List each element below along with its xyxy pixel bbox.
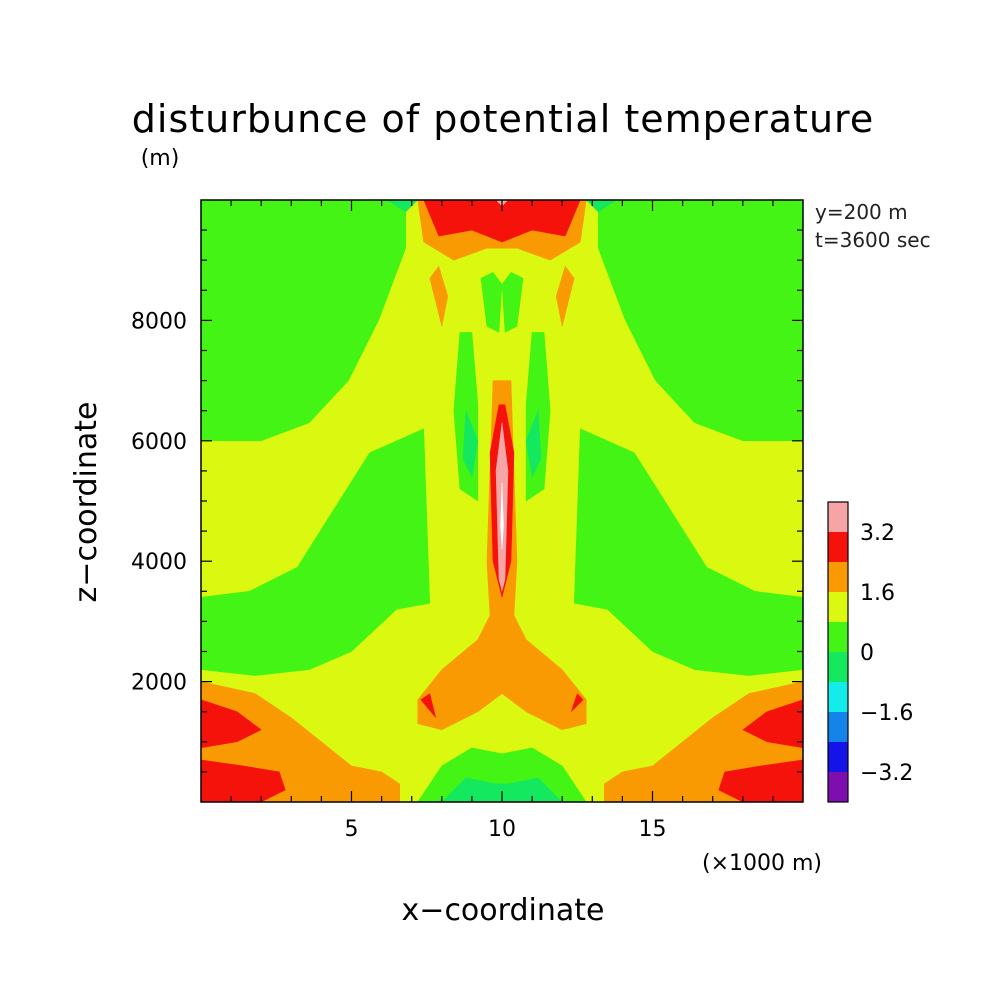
colorbar-label: 0: [860, 641, 874, 666]
contour-region: [429, 265, 449, 327]
x-axis-label: x−coordinate: [402, 893, 605, 928]
y-axis-label: z−coordinate: [69, 402, 104, 603]
x-tick-label: 10: [488, 817, 516, 842]
annotation-t: t=3600 sec: [815, 228, 931, 252]
plot-area: [201, 200, 803, 802]
colorbar-bin: [828, 652, 848, 682]
contour-region: [462, 410, 479, 478]
contour-region: [501, 271, 524, 333]
contour-region: [598, 200, 803, 442]
contour-region: [500, 482, 504, 550]
x-tick-label: 15: [639, 817, 667, 842]
colorbar-bin: [828, 562, 848, 592]
contour-region: [423, 200, 581, 243]
contour-region: [555, 265, 575, 327]
contour-region: [420, 693, 437, 718]
y-tick-label: 2000: [131, 671, 187, 696]
colorbar-bin: [828, 502, 848, 532]
contour-region: [201, 200, 406, 442]
contour-region: [201, 759, 286, 802]
contour-region: [480, 271, 503, 333]
colorbar-bin: [828, 772, 848, 802]
contour-region: [573, 428, 803, 676]
colorbar-bin: [828, 592, 848, 622]
y-tick-label: 6000: [131, 430, 187, 455]
x-tick-label: 5: [345, 817, 359, 842]
y-tick-label: 4000: [131, 550, 187, 575]
contour-region: [718, 759, 803, 802]
colorbar-bin: [828, 622, 848, 652]
colorbar-bin: [828, 712, 848, 742]
colorbar-bin: [828, 682, 848, 712]
contour-region: [441, 777, 563, 802]
contour-region: [525, 410, 542, 478]
contour-region: [201, 428, 431, 676]
contour-region: [742, 699, 803, 749]
colorbar: 3.2 1.6 0 −1.6 −3.2: [827, 501, 913, 803]
x-unit-label: (×1000 m): [702, 851, 822, 876]
colorbar-label: −1.6: [860, 701, 913, 726]
colorbar-label: 3.2: [860, 521, 895, 546]
contour-region: [570, 693, 584, 712]
annotation-y: y=200 m: [815, 200, 908, 224]
colorbar-bin: [828, 742, 848, 772]
axes: 5 10 15 2000 4000 6000 8000: [131, 199, 804, 842]
colorbar-label: −3.2: [860, 761, 913, 786]
colorbar-frame: [827, 501, 849, 803]
colorbar-bin: [828, 532, 848, 562]
y-unit-label: (m): [141, 146, 180, 171]
colorbar-label: 1.6: [860, 581, 895, 606]
contour-region: [201, 699, 262, 749]
y-tick-label: 8000: [131, 309, 187, 334]
chart-title: disturbunce of potential temperature: [132, 97, 874, 141]
